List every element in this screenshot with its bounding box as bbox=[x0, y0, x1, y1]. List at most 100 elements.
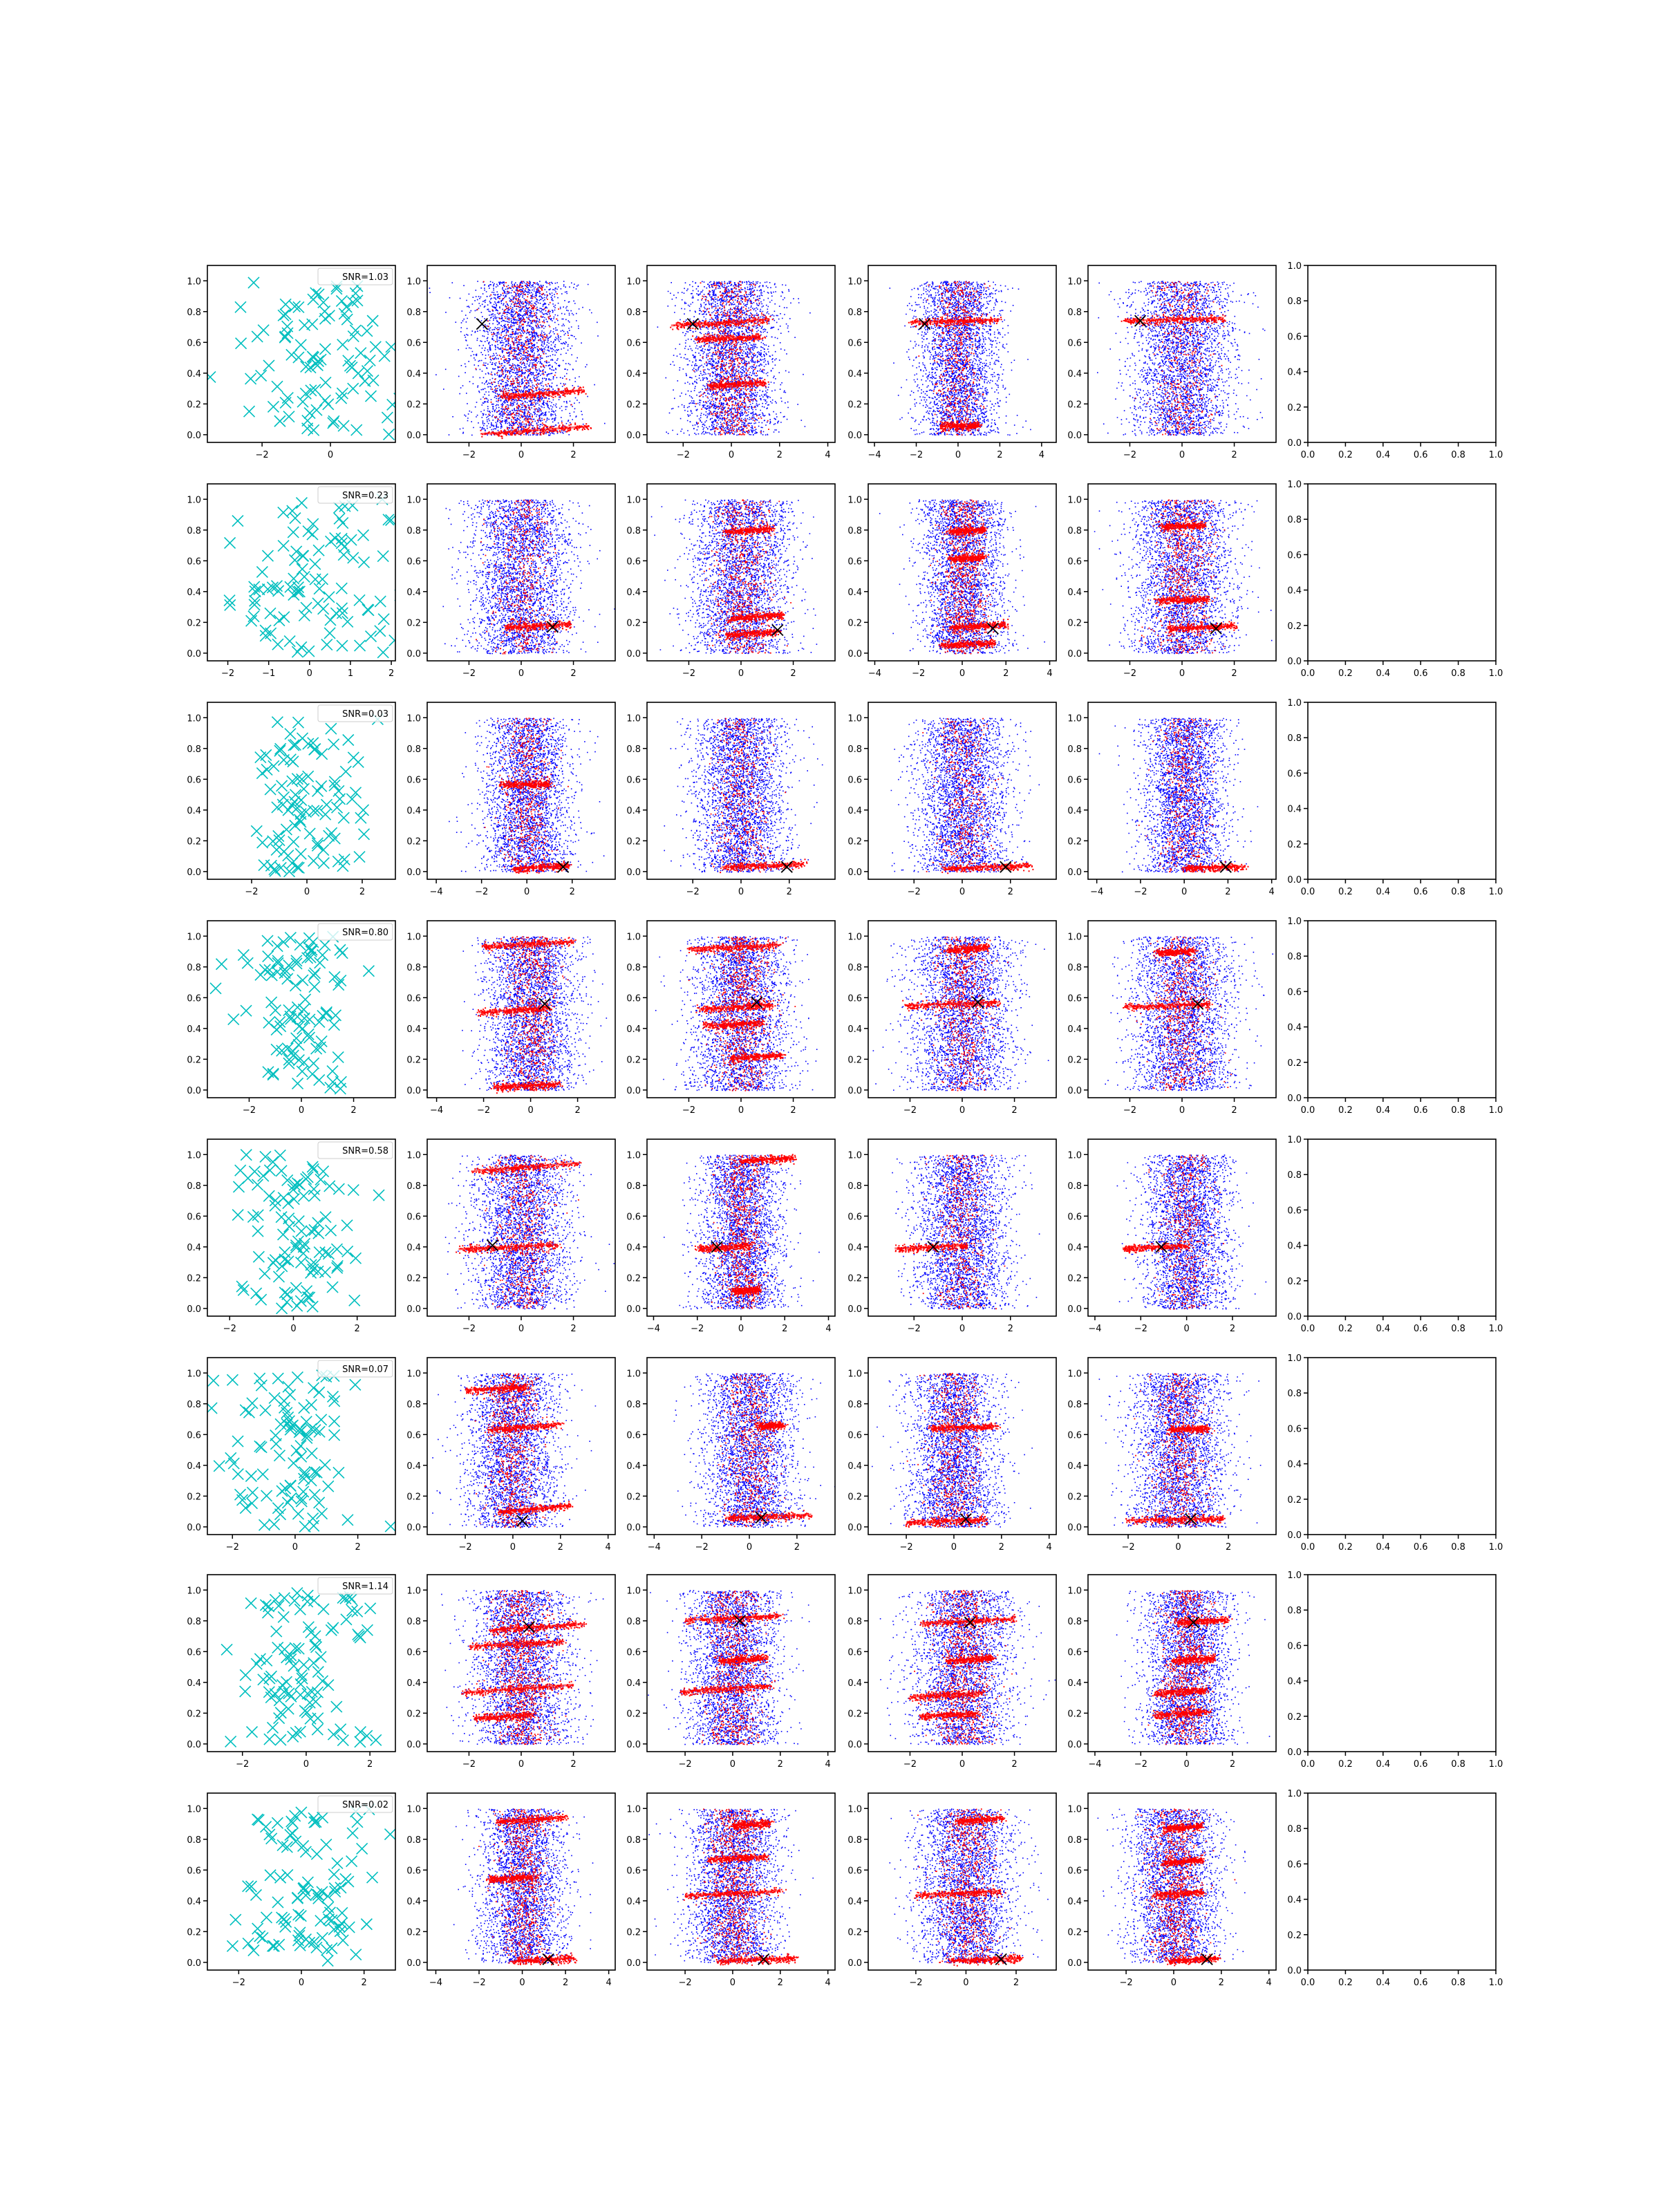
sample-x-marker bbox=[335, 1723, 347, 1736]
x-tick-label: −2 bbox=[459, 1542, 472, 1553]
y-tick-label: 0.6 bbox=[187, 1647, 201, 1658]
y-tick-label: 0.8 bbox=[626, 744, 641, 755]
sample-x-marker bbox=[272, 1372, 284, 1385]
y-tick-label: 0.2 bbox=[1067, 618, 1082, 628]
sample-x-marker bbox=[259, 964, 271, 976]
y-tick-label: 0.4 bbox=[187, 1678, 201, 1689]
sample-x-marker bbox=[300, 601, 312, 614]
sample-x-marker bbox=[247, 1944, 260, 1957]
elite-band-2 bbox=[1156, 597, 1208, 601]
population-points bbox=[889, 1808, 1049, 1964]
sample-x-marker bbox=[386, 398, 395, 411]
sample-x-marker bbox=[281, 1174, 294, 1187]
x-tick-label: 0 bbox=[963, 1978, 968, 1988]
plot-area bbox=[1105, 936, 1273, 1091]
x-tick-label: 2 bbox=[787, 887, 792, 897]
sample-x-marker bbox=[280, 823, 292, 836]
sample-x-marker bbox=[305, 1266, 317, 1279]
sample-x-marker bbox=[283, 865, 296, 878]
y-tick-label: 0.8 bbox=[187, 1181, 201, 1192]
y-tick-label: 0.2 bbox=[847, 400, 862, 410]
y-tick-label: 0.6 bbox=[187, 775, 201, 785]
sample-x-marker bbox=[303, 1031, 316, 1044]
x-tick-label: 1.0 bbox=[1489, 1542, 1503, 1553]
x-tick-label: 0 bbox=[955, 450, 961, 460]
y-tick-label: 1.0 bbox=[626, 1150, 641, 1161]
elite-band-4 bbox=[920, 1712, 978, 1718]
sample-x-marker bbox=[302, 1028, 315, 1040]
x-tick-label: 0 bbox=[303, 1759, 309, 1770]
elite-band-2 bbox=[1124, 1002, 1208, 1009]
sample-x-marker bbox=[279, 966, 291, 979]
sample-x-marker bbox=[261, 1490, 273, 1502]
best-point-marker bbox=[1155, 1241, 1168, 1253]
y-tick-label: 0.4 bbox=[187, 1243, 201, 1253]
y-tick-label: 0.4 bbox=[626, 1243, 641, 1253]
sample-x-marker bbox=[317, 949, 329, 962]
y-tick-label: 0.8 bbox=[626, 1617, 641, 1627]
sample-x-marker bbox=[236, 1280, 248, 1293]
sample-x-marker bbox=[331, 1262, 344, 1274]
sample-x-marker bbox=[256, 836, 269, 849]
y-tick-label: 0.4 bbox=[626, 588, 641, 598]
legend-box bbox=[317, 1360, 393, 1378]
axes-frame bbox=[207, 702, 396, 880]
y-tick-label: 1.0 bbox=[626, 276, 641, 287]
y-tick-label: 0.2 bbox=[1287, 1277, 1302, 1287]
sample-x-marker bbox=[321, 1890, 334, 1902]
sample-x-marker bbox=[299, 1468, 311, 1481]
sample-x-marker bbox=[289, 980, 302, 992]
y-tick-label: 0.2 bbox=[626, 1492, 641, 1502]
panel-r1-c6: 0.00.0 0.2 0.2 0.4 0.4 0.6 0.6 0.8 0.8 1.0 1.0 bbox=[1287, 261, 1503, 460]
x-tick-label: −2 bbox=[682, 668, 695, 679]
sample-x-marker bbox=[338, 853, 350, 865]
panel-r2-c3: −2 0 2 0.0 0.2 0.4 0.6 0.8 1.0 bbox=[626, 483, 836, 679]
legend-box bbox=[317, 1141, 393, 1159]
sample-x-marker bbox=[280, 1915, 292, 1928]
plot-area bbox=[650, 499, 818, 655]
y-tick-label: 0.6 bbox=[847, 1212, 862, 1222]
x-tick-label: 2 bbox=[790, 668, 796, 679]
x-tick-label: 0 bbox=[299, 1978, 304, 1988]
sample-x-marker bbox=[252, 1225, 264, 1237]
selected-points bbox=[476, 936, 577, 1094]
sample-x-marker bbox=[294, 339, 307, 351]
sample-x-marker bbox=[297, 395, 309, 408]
sample-x-marker bbox=[271, 1817, 283, 1829]
y-tick-label: 0.4 bbox=[626, 1461, 641, 1472]
sample-x-marker bbox=[351, 1605, 364, 1618]
sample-x-marker bbox=[349, 787, 362, 799]
sample-x-marker bbox=[274, 415, 286, 427]
y-tick-label: 0.4 bbox=[1067, 588, 1082, 598]
elite-band-1 bbox=[894, 1244, 968, 1250]
sample-x-marker bbox=[281, 1868, 294, 1882]
elite-band-2 bbox=[904, 1001, 999, 1006]
x-tick-label: 0 bbox=[738, 668, 744, 679]
selected-points bbox=[1121, 281, 1226, 435]
sample-x-marker bbox=[308, 969, 320, 982]
sample-x-marker bbox=[247, 1210, 259, 1224]
y-tick-label: 1.0 bbox=[626, 1369, 641, 1379]
sample-x-marker bbox=[305, 945, 317, 958]
x-tick-label: 2 bbox=[570, 1759, 576, 1770]
sample-x-marker bbox=[347, 552, 359, 564]
panel-r8-c3: −2 0 2 4 0.0 0.2 0.4 0.6 0.8 1.0 bbox=[626, 1792, 836, 1988]
sample-x-marker bbox=[370, 1734, 382, 1746]
sample-x-marker bbox=[304, 362, 317, 374]
x-tick-label: 0.2 bbox=[1338, 1978, 1353, 1988]
sample-x-marker bbox=[328, 779, 341, 791]
x-tick-label: 0 bbox=[738, 887, 744, 897]
y-tick-label: 0.0 bbox=[626, 868, 641, 878]
sample-x-marker bbox=[298, 570, 310, 583]
best-point-marker bbox=[476, 317, 488, 330]
sample-x-marker bbox=[291, 1371, 303, 1384]
y-tick-label: 0.4 bbox=[1067, 806, 1082, 816]
sample-x-marker bbox=[288, 300, 301, 312]
y-tick-label: 0.8 bbox=[847, 1617, 862, 1627]
sample-x-marker bbox=[292, 861, 305, 874]
sample-x-marker bbox=[319, 1211, 332, 1224]
y-tick-label: 0.4 bbox=[406, 1024, 421, 1035]
sample-x-marker bbox=[313, 1015, 326, 1029]
sample-x-marker bbox=[347, 1183, 359, 1197]
selected-points bbox=[465, 1373, 574, 1528]
